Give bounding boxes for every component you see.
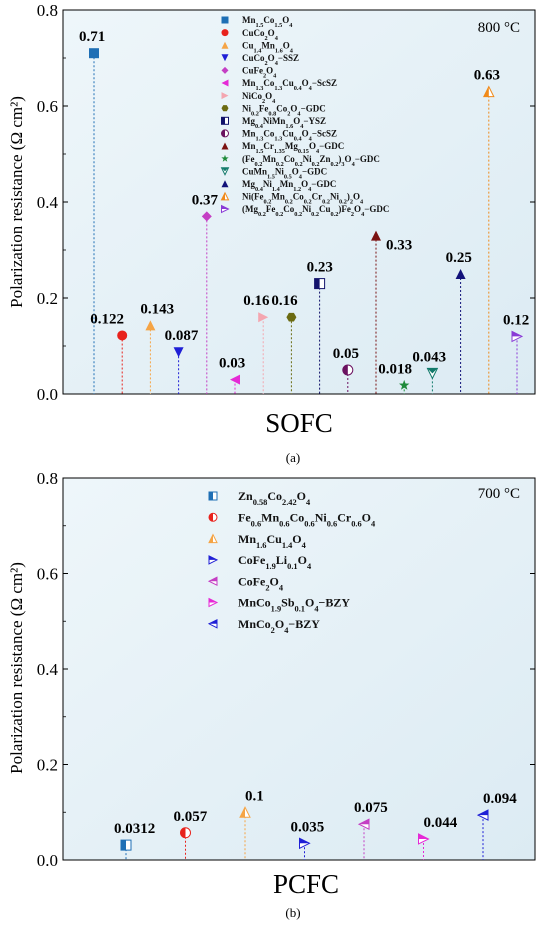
- legend-marker-0-14: [220, 191, 230, 201]
- data-label-1-6: 0.094: [483, 791, 517, 807]
- legend-entry-1-1: Fe0.6Mn0.6Co0.6Ni0.6Cr0.6O4: [238, 511, 376, 529]
- data-label-0-3: 0.087: [165, 328, 199, 344]
- data-label-0-11: 0.018: [378, 361, 412, 377]
- data-label-0-6: 0.16: [243, 293, 270, 309]
- legend-marker-1-0: [208, 491, 218, 501]
- data-label-0-14: 0.63: [474, 68, 500, 84]
- temperature-annotation-1: 700 °C: [478, 486, 520, 502]
- data-label-1-1: 0.057: [174, 809, 208, 825]
- temperature-annotation-0: 800 °C: [478, 20, 520, 36]
- data-point-0-7: [286, 312, 297, 322]
- data-point-1-6: [476, 809, 489, 821]
- legend-marker-0-12: [220, 167, 230, 176]
- data-point-1-5: [418, 833, 430, 845]
- data-point-0-15: [511, 330, 524, 343]
- panel-caption-1: (b): [285, 905, 300, 920]
- plot-area-1: [62, 477, 536, 861]
- legend-marker-1-6: [207, 618, 218, 629]
- data-label-0-9: 0.05: [333, 346, 359, 362]
- y-tick-label-0-2: 0.4: [37, 193, 59, 212]
- data-label-0-0: 0.71: [79, 29, 105, 45]
- legend-marker-0-9: [221, 129, 229, 138]
- legend-entry-1-5: MnCo1.9Sb0.1O4−BZY: [238, 596, 350, 614]
- data-label-0-15: 0.12: [503, 312, 529, 328]
- legend-entry-1-6: MnCo2O4−BZY: [238, 617, 320, 635]
- legend-marker-0-7: [221, 105, 229, 112]
- data-point-0-2: [145, 320, 156, 331]
- data-label-1-3: 0.035: [291, 819, 325, 835]
- data-label-0-1: 0.122: [90, 311, 124, 327]
- data-point-1-0: [120, 839, 132, 851]
- data-point-0-3: [173, 347, 184, 358]
- data-point-1-4: [357, 818, 370, 830]
- legend-marker-0-4: [221, 66, 229, 74]
- y-tick-label-0-0: 0.0: [37, 385, 58, 404]
- legend-marker-0-0: [221, 16, 229, 24]
- data-label-1-0: 0.0312: [114, 821, 155, 837]
- data-label-0-4: 0.37: [192, 192, 219, 208]
- legend-marker-1-4: [207, 576, 218, 587]
- data-point-0-12: [426, 367, 439, 380]
- data-point-0-11: [398, 379, 410, 390]
- data-point-0-14: [482, 85, 495, 98]
- legend-marker-0-8: [221, 116, 229, 125]
- data-label-0-7: 0.16: [271, 293, 298, 309]
- data-label-0-10: 0.33: [386, 238, 412, 254]
- y-tick-label-0-4: 0.8: [37, 1, 58, 20]
- legend-marker-0-6: [221, 92, 229, 100]
- y-tick-label-1-0: 0.0: [37, 851, 58, 870]
- x-axis-label-1: PCFC: [273, 869, 339, 899]
- data-point-0-8: [314, 278, 326, 290]
- legend-marker-1-2: [208, 533, 218, 544]
- data-point-1-3: [299, 837, 311, 850]
- data-label-1-4: 0.075: [354, 800, 388, 816]
- legend-marker-0-3: [221, 54, 229, 62]
- data-point-0-13: [455, 269, 466, 279]
- x-axis-label-0: SOFC: [265, 408, 333, 438]
- data-point-1-1: [180, 827, 191, 839]
- y-tick-label-0-1: 0.2: [37, 289, 58, 308]
- y-tick-label-1-3: 0.6: [37, 565, 58, 584]
- legend-marker-0-15: [221, 204, 230, 214]
- legend-marker-0-2: [221, 41, 229, 49]
- plot-area-0: [62, 9, 536, 395]
- data-label-1-2: 0.1: [245, 788, 264, 804]
- y-axis-label-0: Polarization resistance (Ω cm²): [7, 96, 26, 308]
- data-point-0-6: [258, 312, 269, 323]
- data-point-0-10: [371, 230, 381, 241]
- data-label-0-12: 0.043: [412, 349, 446, 365]
- legend-marker-0-11: [221, 154, 229, 162]
- panel-caption-0: (a): [286, 450, 300, 465]
- legend-marker-0-1: [221, 29, 229, 37]
- y-axis-label-1: Polarization resistance (Ω cm²): [7, 562, 26, 774]
- y-tick-label-0-3: 0.6: [37, 97, 58, 116]
- data-point-0-9: [342, 364, 354, 376]
- data-point-0-1: [117, 330, 128, 341]
- legend-marker-1-1: [208, 512, 218, 522]
- legend-marker-0-5: [221, 79, 229, 87]
- legend-marker-0-10: [221, 142, 229, 150]
- data-point-0-5: [230, 374, 240, 385]
- data-label-0-2: 0.143: [140, 301, 174, 317]
- data-label-0-13: 0.25: [446, 250, 472, 266]
- data-point-1-2: [239, 806, 251, 818]
- data-label-1-5: 0.044: [424, 815, 458, 831]
- y-tick-label-1-4: 0.8: [37, 469, 58, 488]
- legend-entry-1-4: CoFe2O4: [238, 574, 284, 592]
- data-label-0-8: 0.23: [307, 260, 333, 276]
- legend-marker-0-13: [221, 180, 229, 188]
- y-tick-label-1-1: 0.2: [37, 756, 58, 775]
- legend-marker-1-5: [208, 597, 219, 608]
- data-point-0-4: [201, 211, 212, 222]
- y-tick-label-1-2: 0.4: [37, 660, 59, 679]
- data-label-0-5: 0.03: [219, 356, 245, 372]
- legend-marker-1-3: [208, 555, 219, 565]
- data-point-0-0: [89, 48, 99, 59]
